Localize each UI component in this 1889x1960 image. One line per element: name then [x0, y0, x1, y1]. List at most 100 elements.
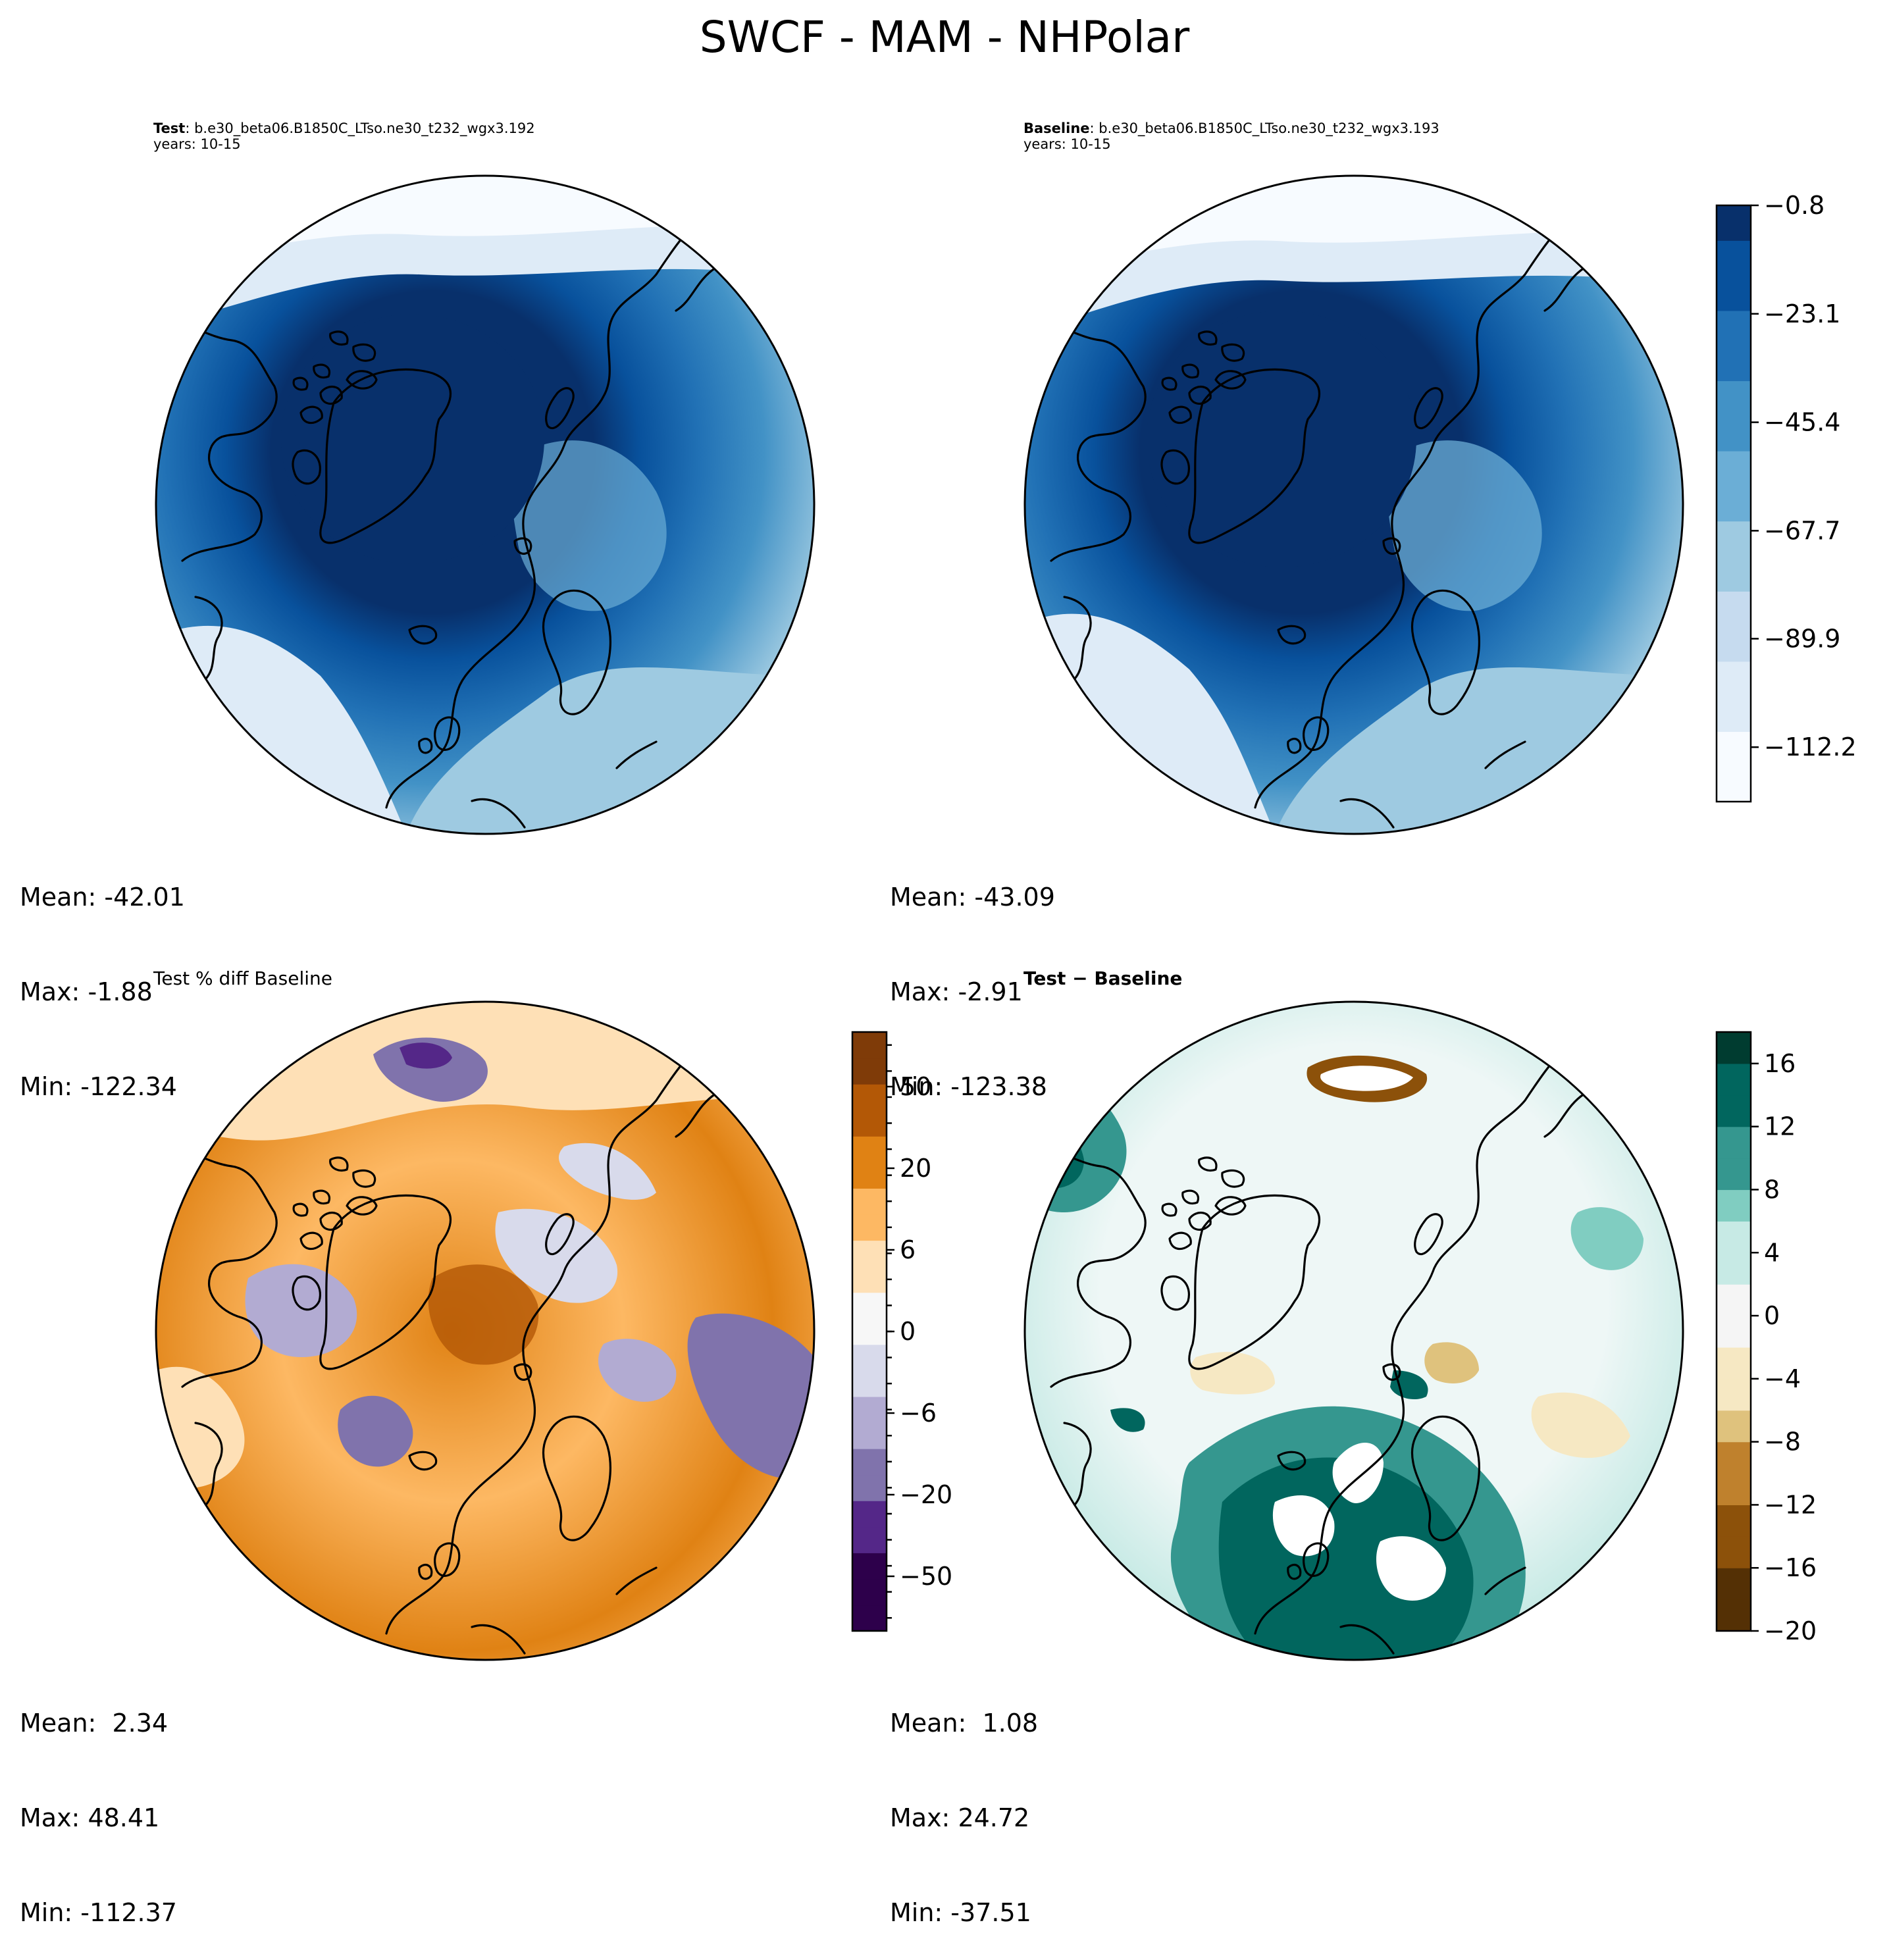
test-min: Min: -122.34	[20, 1072, 177, 1101]
test-map	[155, 174, 815, 835]
figure-title: SWCF - MAM - NHPolar	[699, 12, 1190, 63]
diff-mean: Mean: 1.08	[890, 1709, 1039, 1738]
diff-colorbar: 16 12 8 4 0 −4 −8 −12 −16 −20	[1715, 1031, 1817, 1645]
baseline-max: Max: -2.91	[890, 977, 1023, 1006]
colorbar-swatch	[852, 1422, 887, 1449]
colorbar-swatch	[852, 1449, 887, 1476]
colorbar-swatch	[1717, 731, 1751, 767]
colorbar-swatch	[852, 1396, 887, 1424]
colorbar-swatch	[1717, 415, 1751, 451]
test-panel-title: Test: b.e30_beta06.B1850C_LTso.ne30_t232…	[153, 120, 535, 152]
colorbar-swatch	[1717, 346, 1751, 382]
colorbar-swatch	[1717, 1158, 1751, 1191]
colorbar-swatch	[1717, 766, 1751, 802]
diff-tick-label: 12	[1764, 1112, 1796, 1141]
pctdiff-tick-label: 6	[900, 1235, 916, 1264]
colorbar-swatch	[852, 1501, 887, 1528]
colorbar-swatch	[1717, 275, 1751, 311]
diff-tick-label: −4	[1764, 1364, 1801, 1393]
colorbar-swatch	[852, 1084, 887, 1111]
pctdiff-tick-label: −20	[900, 1480, 952, 1509]
baseline-min: Min: -123.38	[890, 1072, 1047, 1101]
shared-colorbar: −0.8 −23.1 −45.4 −67.7 −89.9 −112.2	[1715, 191, 1857, 803]
colorbar-swatch	[1717, 1032, 1751, 1064]
baseline-panel-title: Baseline: b.e30_beta06.B1850C_LTso.ne30_…	[1023, 120, 1439, 152]
baseline-mean: Mean: -43.09	[890, 883, 1055, 912]
colorbar-swatch	[852, 1474, 887, 1501]
colorbar-swatch	[1717, 1473, 1751, 1506]
diff-map	[1023, 1000, 1684, 1661]
colorbar-swatch	[1717, 1221, 1751, 1253]
test-stats: Mean: -42.01 Max: -1.88 Min: -122.34	[20, 818, 185, 1134]
pctdiff-panel-title: Test % diff Baseline	[153, 967, 333, 989]
diff-tick-label: −20	[1764, 1616, 1817, 1645]
colorbar-swatch	[1717, 1410, 1751, 1443]
shared-tick-label: −112.2	[1764, 733, 1857, 761]
pctdiff-colorbar: 50 20 6 0 −6 −20 −50	[851, 1031, 952, 1632]
colorbar-swatch	[1717, 486, 1751, 522]
diff-tick-label: −8	[1764, 1428, 1801, 1457]
pctdiff-max: Max: 48.41	[20, 1803, 160, 1832]
colorbar-swatch	[1717, 451, 1751, 486]
shared-colorbar-swatches	[1717, 205, 1751, 802]
pctdiff-tick-label: 20	[900, 1154, 931, 1183]
colorbar-swatch	[1717, 1063, 1751, 1096]
shared-tick-label: −89.9	[1764, 624, 1840, 653]
diff-colorbar-swatches	[1717, 1032, 1751, 1632]
colorbar-swatch	[1717, 1536, 1751, 1568]
test-years: years: 10-15	[153, 136, 241, 152]
colorbar-swatch	[1717, 591, 1751, 627]
colorbar-swatch	[852, 1370, 887, 1397]
test-max: Max: -1.88	[20, 977, 153, 1006]
diff-min: Min: -37.51	[890, 1898, 1031, 1927]
colorbar-swatch	[1717, 696, 1751, 733]
colorbar-swatch	[1717, 1568, 1751, 1600]
colorbar-swatch	[852, 1526, 887, 1553]
baseline-map	[1023, 174, 1684, 835]
colorbar-swatch	[1717, 205, 1751, 241]
colorbar-swatch	[1717, 521, 1751, 557]
pctdiff-map	[155, 1000, 815, 1661]
colorbar-swatch	[852, 1344, 887, 1371]
pctdiff-tick-label: −6	[900, 1399, 937, 1428]
baseline-stats: Mean: -43.09 Max: -2.91 Min: -123.38	[890, 818, 1055, 1134]
colorbar-swatch	[1717, 240, 1751, 276]
pctdiff-mean: Mean: 2.34	[20, 1709, 168, 1738]
colorbar-swatch	[1717, 1505, 1751, 1537]
diff-title-sep: −	[1066, 967, 1095, 989]
diff-max: Max: 24.72	[890, 1803, 1030, 1832]
colorbar-swatch	[1717, 1441, 1751, 1474]
test-case-name: b.e30_beta06.B1850C_LTso.ne30_t232_wgx3.…	[194, 120, 535, 136]
colorbar-swatch	[1717, 1378, 1751, 1411]
colorbar-swatch	[852, 1162, 887, 1189]
diff-tick-label: 16	[1764, 1049, 1796, 1078]
baseline-case-name: b.e30_beta06.B1850C_LTso.ne30_t232_wgx3.…	[1099, 120, 1439, 136]
pctdiff-stats: Mean: 2.34 Max: 48.41 Min: -112.37	[20, 1644, 177, 1960]
shared-tick-label: −67.7	[1764, 516, 1840, 545]
diff-title-baseline: Baseline	[1094, 967, 1183, 989]
diff-tick-label: 8	[1764, 1175, 1780, 1204]
colorbar-swatch	[1717, 626, 1751, 662]
colorbar-swatch	[852, 1605, 887, 1632]
colorbar-swatch	[852, 1553, 887, 1580]
diff-colorbar-ticks	[1751, 1062, 1759, 1632]
baseline-years: years: 10-15	[1023, 136, 1111, 152]
colorbar-swatch	[1717, 1316, 1751, 1348]
colorbar-swatch	[852, 1136, 887, 1163]
pctdiff-colorbar-ticks	[887, 1044, 894, 1619]
colorbar-swatch	[1717, 1599, 1751, 1632]
colorbar-swatch	[1717, 1284, 1751, 1316]
test-mean: Mean: -42.01	[20, 883, 185, 912]
shared-tick-label: −45.4	[1764, 408, 1840, 437]
pctdiff-min: Min: -112.37	[20, 1898, 177, 1927]
shared-tick-label: −23.1	[1764, 299, 1840, 328]
shared-tick-label: −0.8	[1764, 191, 1824, 220]
colorbar-swatch	[852, 1240, 887, 1267]
shared-colorbar-ticks	[1751, 204, 1759, 748]
colorbar-swatch	[852, 1266, 887, 1293]
colorbar-swatch	[852, 1292, 887, 1319]
pctdiff-colorbar-swatches	[852, 1032, 887, 1632]
colorbar-swatch	[852, 1032, 887, 1059]
colorbar-swatch	[1717, 1189, 1751, 1222]
pctdiff-tick-label: 50	[900, 1072, 931, 1101]
